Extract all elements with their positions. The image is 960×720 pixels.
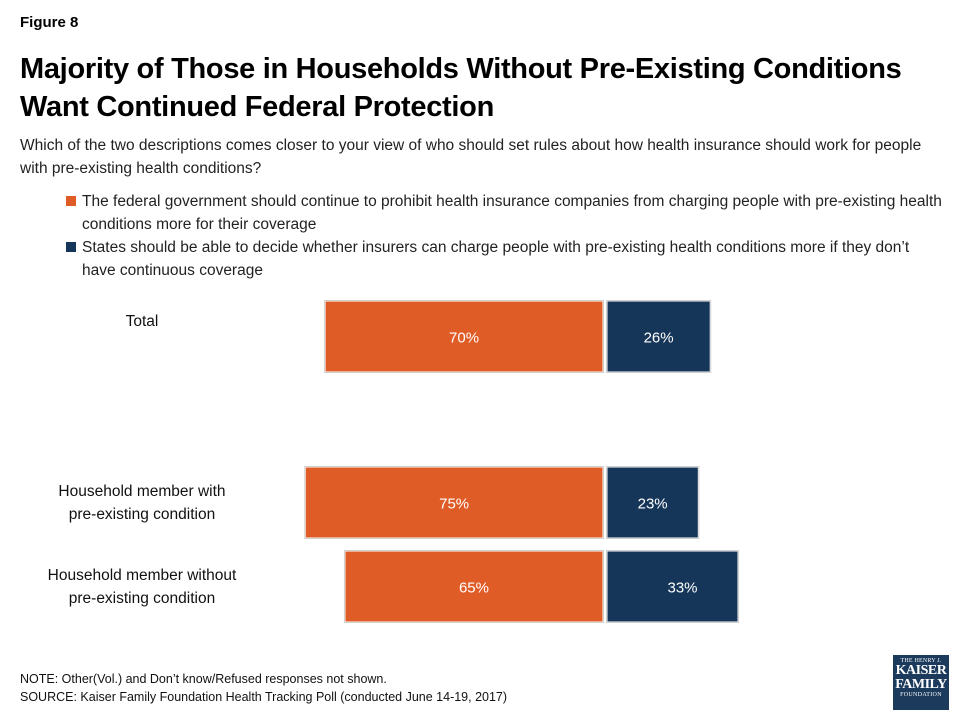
logo-line-2b: FAMILY	[895, 677, 947, 692]
logo-line-1: THE HENRY J.	[900, 658, 942, 664]
chart-subtitle: Which of the two descriptions comes clos…	[20, 137, 922, 177]
chart-title: Majority of Those in Households Without …	[20, 53, 902, 123]
logo-line-3: FOUNDATION	[900, 692, 942, 698]
legend-swatch-federal	[66, 196, 76, 206]
bar-states	[606, 466, 699, 539]
data-label-states: 33%	[667, 580, 697, 597]
figure-label: Figure 8	[20, 14, 79, 31]
footer: NOTE: Other(Vol.) and Don’t know/Refused…	[20, 670, 507, 706]
legend-label-federal: The federal government should continue t…	[82, 193, 942, 233]
bar-federal-outline	[324, 300, 604, 373]
data-label-states: 23%	[638, 496, 668, 513]
bar-federal-outline	[343, 550, 604, 623]
bar-federal-outline	[304, 466, 604, 539]
bar-states-outline	[606, 550, 740, 623]
legend-label-states: States should be able to decide whether …	[82, 239, 910, 279]
category-label-line: Total	[126, 313, 159, 330]
bar-states	[606, 300, 711, 373]
legend-swatch-states	[66, 242, 76, 252]
category-label-line: pre-existing condition	[69, 590, 215, 607]
bar-states-outline	[606, 466, 700, 539]
category-label-line: Household member with	[58, 483, 225, 500]
category-label-line: Household member without	[48, 567, 237, 584]
legend: The federal government should continue t…	[66, 190, 946, 282]
category-label-line: pre-existing condition	[69, 506, 215, 523]
logo-line-2a: KAISER	[895, 663, 947, 678]
bar-states-outline	[606, 300, 712, 373]
bar-states	[606, 550, 739, 623]
legend-item-states: States should be able to decide whether …	[66, 236, 946, 282]
data-label-federal: 65%	[459, 580, 489, 597]
footer-source: SOURCE: Kaiser Family Foundation Health …	[20, 690, 508, 704]
legend-item-federal: The federal government should continue t…	[66, 190, 946, 236]
bar-chart: Total 70% 26% Household member with pre-exis…	[48, 300, 740, 623]
data-label-federal: 75%	[439, 496, 469, 513]
kff-logo: THE HENRY J. KAISER FAMILY FOUNDATION	[893, 655, 949, 710]
data-label-states: 26%	[644, 330, 674, 347]
footer-note: NOTE: Other(Vol.) and Don’t know/Refused…	[20, 672, 387, 686]
category-label: Household member with pre-existing condit…	[58, 483, 225, 523]
category-label: Household member without pre-existing con…	[48, 567, 237, 607]
data-label-federal: 70%	[449, 330, 479, 347]
category-label: Total	[126, 313, 159, 330]
